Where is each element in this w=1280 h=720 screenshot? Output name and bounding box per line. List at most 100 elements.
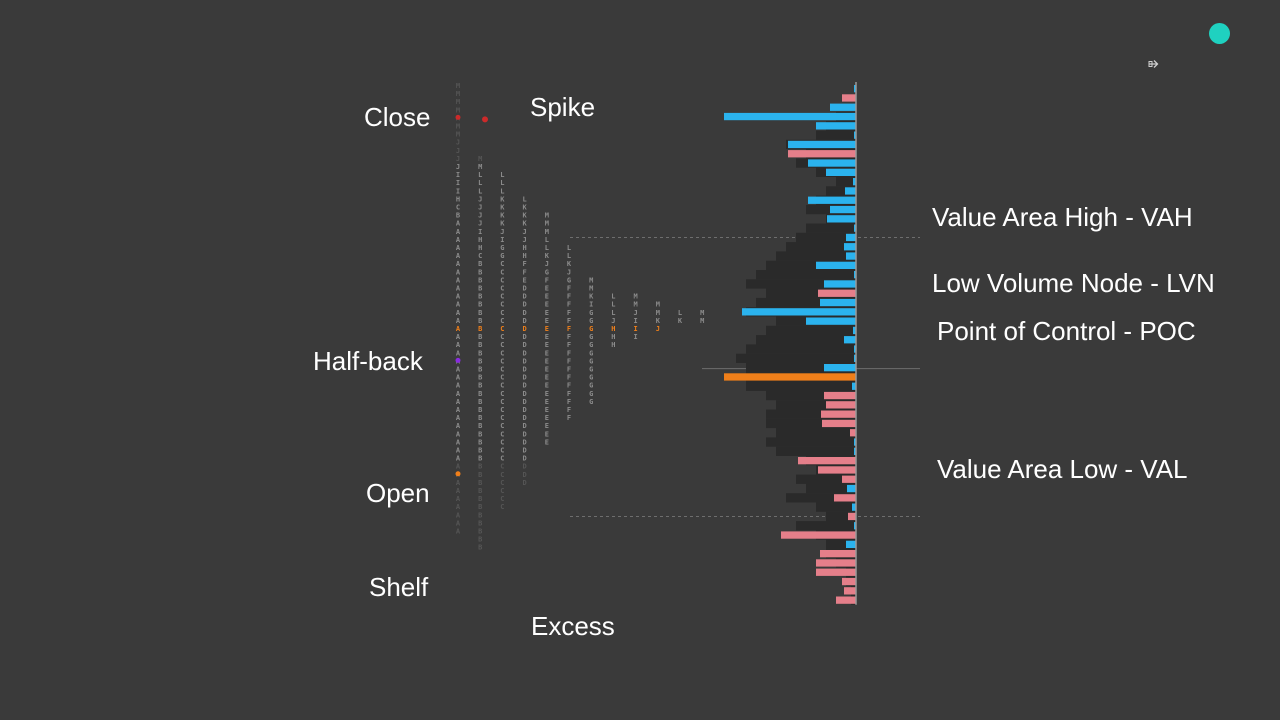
shadow-profile-bar bbox=[766, 325, 856, 336]
volume-bar bbox=[820, 298, 856, 307]
tpo-letter: G bbox=[589, 333, 593, 341]
tpo-letter: B bbox=[456, 212, 460, 220]
shadow-profile-bar bbox=[766, 260, 856, 270]
shadow-profile-bar bbox=[786, 493, 856, 503]
tpo-letter: F bbox=[522, 268, 526, 276]
volume-bar bbox=[854, 522, 856, 530]
tpo-letter: I bbox=[589, 301, 593, 309]
volume-bar bbox=[788, 140, 856, 149]
label-excess: Excess bbox=[531, 611, 615, 641]
tpo-letter: G bbox=[589, 398, 593, 406]
tpo-letter: F bbox=[567, 382, 571, 390]
tpo-letter: B bbox=[478, 528, 482, 536]
tpo-letter: B bbox=[478, 382, 482, 390]
tpo-letter: J bbox=[633, 309, 637, 317]
tpo-letter: F bbox=[567, 285, 571, 293]
tpo-letter: C bbox=[500, 487, 504, 495]
tpo-letter: H bbox=[478, 244, 482, 252]
tpo-letter: C bbox=[500, 260, 504, 268]
shadow-profile-bar bbox=[796, 232, 856, 243]
tpo-letter: B bbox=[478, 276, 482, 284]
tpo-letter: A bbox=[456, 447, 461, 455]
tpo-letter: M bbox=[545, 228, 549, 236]
tpo-letter: G bbox=[500, 244, 504, 252]
tpo-letter: B bbox=[478, 309, 482, 317]
volume-bar bbox=[820, 550, 856, 558]
tpo-letter: E bbox=[545, 341, 549, 349]
close-marker bbox=[455, 114, 461, 120]
tpo-letter: C bbox=[500, 333, 504, 341]
tpo-letter: G bbox=[589, 374, 593, 382]
tpo-letter: M bbox=[456, 98, 460, 106]
volume-bar bbox=[847, 484, 856, 493]
tpo-letter: A bbox=[456, 366, 461, 374]
tpo-letter: D bbox=[522, 349, 526, 357]
volume-bar bbox=[836, 596, 856, 604]
tpo-letter: K bbox=[500, 195, 505, 203]
tpo-letter: F bbox=[567, 398, 571, 406]
tpo-letter: J bbox=[656, 325, 660, 333]
tpo-letter: C bbox=[500, 325, 504, 333]
tpo-letter: B bbox=[478, 503, 482, 511]
recording-dot-icon bbox=[1209, 23, 1230, 44]
tpo-letter: F bbox=[567, 293, 571, 301]
tpo-letter: C bbox=[500, 285, 504, 293]
tpo-letter: E bbox=[545, 374, 549, 382]
volume-bar bbox=[821, 410, 856, 418]
tpo-letter: D bbox=[522, 325, 526, 333]
label-half-back: Half-back bbox=[313, 346, 423, 376]
volume-bar bbox=[842, 475, 856, 483]
tpo-letter: A bbox=[456, 276, 461, 284]
volume-bar bbox=[826, 168, 856, 176]
tpo-letter: B bbox=[478, 374, 482, 382]
volume-bar bbox=[824, 391, 856, 400]
tpo-letter: C bbox=[500, 438, 504, 446]
tpo-letter: C bbox=[500, 349, 504, 357]
tpo-letter: C bbox=[500, 503, 504, 511]
tpo-letter: B bbox=[478, 422, 482, 430]
tpo-letter: E bbox=[522, 276, 526, 284]
tpo-letter: M bbox=[589, 276, 593, 284]
tpo-letter: M bbox=[456, 131, 460, 139]
shadow-profile-bar bbox=[826, 186, 856, 196]
tpo-letter: A bbox=[456, 260, 461, 268]
label-close: Close bbox=[364, 102, 431, 132]
tpo-letter: E bbox=[545, 430, 549, 438]
tpo-letter: E bbox=[545, 317, 549, 325]
tpo-letter: L bbox=[500, 171, 504, 179]
tpo-letter: G bbox=[589, 317, 593, 325]
tpo-letter: B bbox=[478, 455, 482, 463]
tpo-letter: D bbox=[522, 366, 526, 374]
label-shelf: Shelf bbox=[369, 572, 429, 602]
volume-bar bbox=[818, 289, 856, 297]
tpo-letter: A bbox=[456, 414, 461, 422]
tpo-letter: F bbox=[567, 374, 571, 382]
tpo-letter: D bbox=[522, 471, 526, 479]
shadow-profile-bar bbox=[776, 251, 856, 261]
tpo-letter: I bbox=[633, 325, 637, 333]
tpo-letter: F bbox=[545, 276, 549, 284]
tpo-letter: C bbox=[500, 430, 504, 438]
tpo-letter: L bbox=[478, 171, 482, 179]
tpo-letter: G bbox=[567, 276, 571, 284]
shadow-profile-bar bbox=[776, 428, 856, 438]
cursor-arrow-icon bbox=[1148, 60, 1159, 68]
tpo-letter: G bbox=[589, 325, 593, 333]
volume-bar bbox=[842, 577, 856, 586]
shadow-profile-bar bbox=[786, 242, 856, 252]
tpo-letter: H bbox=[478, 236, 482, 244]
volume-bar bbox=[846, 252, 856, 260]
tpo-letter: A bbox=[456, 390, 461, 398]
tpo-letter: G bbox=[589, 341, 593, 349]
tpo-letter: A bbox=[456, 236, 461, 244]
poc-volume-bar bbox=[724, 373, 856, 381]
tpo-letter: L bbox=[545, 236, 549, 244]
tpo-letter: K bbox=[656, 317, 661, 325]
tpo-letter: J bbox=[456, 139, 460, 147]
tpo-letter: C bbox=[500, 276, 504, 284]
tpo-letter: C bbox=[500, 495, 504, 503]
tpo-letter: C bbox=[478, 252, 482, 260]
tpo-letter: C bbox=[500, 471, 504, 479]
volume-bar bbox=[854, 131, 856, 139]
tpo-letter: C bbox=[500, 366, 504, 374]
